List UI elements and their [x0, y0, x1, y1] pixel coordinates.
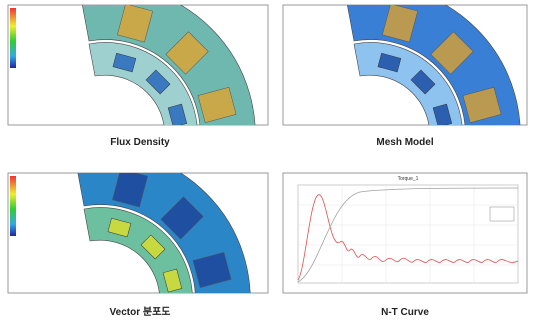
caption: Vector 분포도 — [110, 306, 171, 318]
caption: Flux Density — [110, 137, 170, 148]
figure: Flux Density Mesh Model Vector 분포도 Torqu… — [0, 0, 539, 323]
caption: N-T Curve — [381, 307, 429, 318]
caption: Mesh Model — [376, 137, 433, 148]
plot-title: Torque_1 — [398, 176, 419, 182]
torque-plot: Torque_1 — [298, 176, 518, 283]
